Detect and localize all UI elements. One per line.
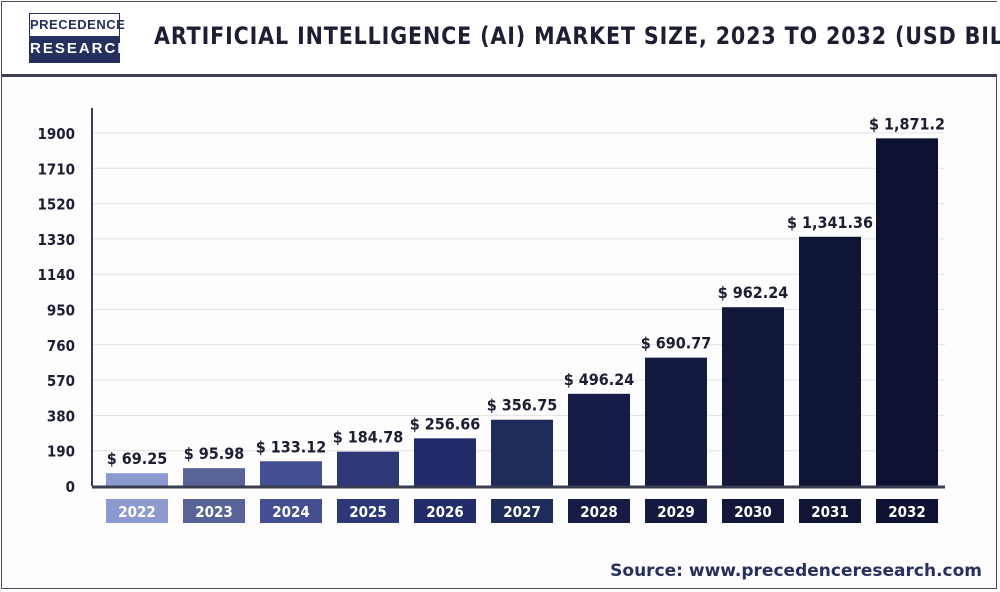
logo-top-text: PRECEDENCE <box>30 17 126 32</box>
x-tick-box <box>722 499 784 523</box>
x-tick-box <box>876 499 938 523</box>
bar <box>799 236 861 486</box>
x-tick-box <box>183 499 245 523</box>
x-tick-label: 2023 <box>195 503 233 521</box>
x-tick-box <box>491 499 553 523</box>
bar <box>645 357 707 486</box>
x-tick-box <box>414 499 476 523</box>
y-tick-label: 380 <box>47 407 75 425</box>
y-tick-label: 1520 <box>37 196 75 214</box>
x-tick-box <box>799 499 861 523</box>
y-tick-label: 190 <box>47 443 75 461</box>
bar <box>260 461 322 486</box>
bar <box>722 307 784 486</box>
y-tick-label: 1140 <box>37 266 75 284</box>
y-tick-label: 0 <box>66 478 75 496</box>
data-label: $ 95.98 <box>184 444 245 463</box>
source-text: Source: www.precedenceresearch.com <box>610 561 982 581</box>
y-tick-label: 570 <box>47 372 75 390</box>
x-tick-box <box>106 499 168 523</box>
data-label: $ 1,341.36 <box>787 213 873 232</box>
data-label: $ 962.24 <box>718 283 789 302</box>
y-tick-label: 760 <box>47 337 75 355</box>
data-label: $ 1,871.2 <box>869 114 945 133</box>
y-tick-label: 1330 <box>37 231 75 249</box>
bar <box>876 138 938 486</box>
bar <box>491 419 553 486</box>
x-tick-label: 2024 <box>272 503 310 521</box>
data-label: $ 690.77 <box>641 334 712 353</box>
y-tick-label: 1710 <box>37 160 75 178</box>
x-tick-box <box>568 499 630 523</box>
x-tick-box <box>260 499 322 523</box>
data-label: $ 133.12 <box>256 437 327 456</box>
data-label: $ 496.24 <box>564 370 635 389</box>
logo-bottom-text: RESEARCH <box>30 36 128 62</box>
x-tick-label: 2028 <box>580 503 618 521</box>
x-tick-label: 2026 <box>426 503 464 521</box>
precedence-research-logo: PRECEDENCE RESEARCH <box>29 13 128 63</box>
x-tick-label: 2022 <box>118 503 156 521</box>
chart-title: ARTIFICIAL INTELLIGENCE (AI) MARKET SIZE… <box>154 22 1000 50</box>
y-tick-label: 950 <box>47 302 75 320</box>
x-tick-label: 2031 <box>811 503 849 521</box>
header: PRECEDENCE RESEARCH ARTIFICIAL INTELLIGE… <box>2 2 1000 77</box>
bar <box>337 451 399 486</box>
x-tick-label: 2032 <box>888 503 926 521</box>
bar <box>568 393 630 486</box>
data-label: $ 184.78 <box>333 428 404 447</box>
bar <box>183 468 245 486</box>
bar <box>106 473 168 486</box>
x-tick-label: 2027 <box>503 503 541 521</box>
data-label: $ 69.25 <box>107 449 168 468</box>
x-tick-box <box>645 499 707 523</box>
x-tick-label: 2029 <box>657 503 695 521</box>
x-tick-label: 2030 <box>734 503 772 521</box>
data-label: $ 256.66 <box>410 414 481 433</box>
x-tick-box <box>337 499 399 523</box>
x-tick-label: 2025 <box>349 503 387 521</box>
bar <box>414 438 476 486</box>
data-label: $ 356.75 <box>487 396 558 415</box>
y-tick-label: 1900 <box>37 125 75 143</box>
